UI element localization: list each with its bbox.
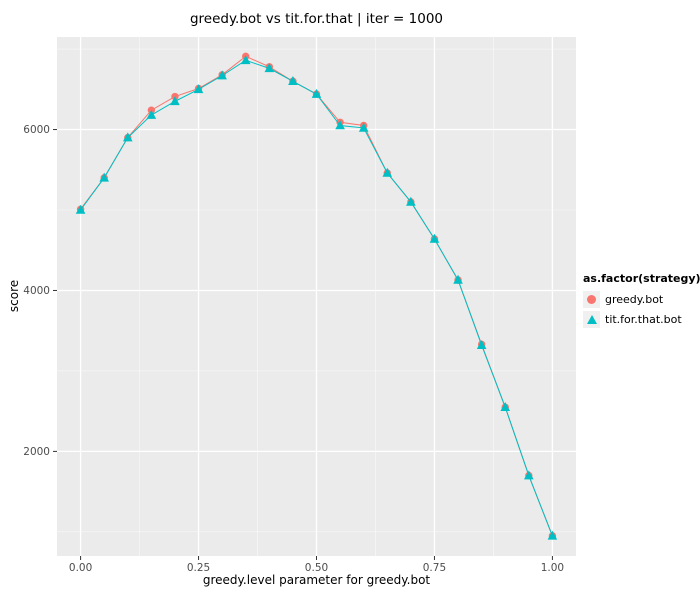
data-point bbox=[264, 63, 275, 73]
data-point bbox=[122, 132, 133, 142]
y-axis-title: score bbox=[7, 279, 21, 313]
legend-key bbox=[583, 291, 600, 308]
x-tick-label: 0.75 bbox=[423, 562, 446, 574]
y-tick-label: 6000 bbox=[23, 124, 50, 136]
legend-title: as.factor(strategy) bbox=[583, 272, 700, 285]
legend-item-label: greedy.bot bbox=[605, 293, 664, 306]
circle-marker-icon bbox=[587, 295, 596, 304]
triangle-marker-icon bbox=[586, 315, 597, 324]
data-point bbox=[358, 122, 369, 132]
data-point bbox=[524, 470, 534, 480]
x-axis-title: greedy.level parameter for greedy.bot bbox=[202, 573, 431, 587]
legend-key bbox=[583, 311, 600, 328]
data-point bbox=[406, 196, 416, 206]
data-point bbox=[193, 84, 204, 94]
data-point bbox=[453, 274, 463, 284]
data-point bbox=[429, 233, 440, 243]
chart-title: greedy.bot vs tit.for.that | iter = 1000 bbox=[189, 11, 444, 27]
x-tick-label: 0.25 bbox=[187, 562, 210, 574]
y-tick-label: 4000 bbox=[23, 285, 50, 297]
data-point bbox=[170, 96, 180, 106]
x-tick-label: 0.50 bbox=[305, 562, 328, 574]
data-point bbox=[240, 55, 251, 65]
legend: as.factor(strategy) greedy.bot tit.for.t… bbox=[583, 272, 700, 328]
legend-item-label: tit.for.that.bot bbox=[605, 313, 682, 326]
legend-item: tit.for.that.bot bbox=[583, 311, 700, 328]
data-point bbox=[547, 530, 558, 540]
data-point bbox=[217, 70, 227, 80]
data-point bbox=[335, 120, 345, 130]
x-tick-label: 0.00 bbox=[69, 562, 92, 574]
data-point bbox=[288, 76, 298, 86]
data-point bbox=[75, 204, 86, 214]
data-point bbox=[476, 339, 487, 349]
data-point bbox=[99, 172, 109, 182]
data-point bbox=[382, 167, 393, 177]
y-tick-label: 2000 bbox=[23, 446, 50, 458]
data-point bbox=[146, 109, 157, 119]
legend-item: greedy.bot bbox=[583, 291, 700, 308]
x-tick-label: 1.00 bbox=[541, 562, 564, 574]
data-point bbox=[500, 401, 511, 411]
data-point bbox=[311, 88, 322, 98]
